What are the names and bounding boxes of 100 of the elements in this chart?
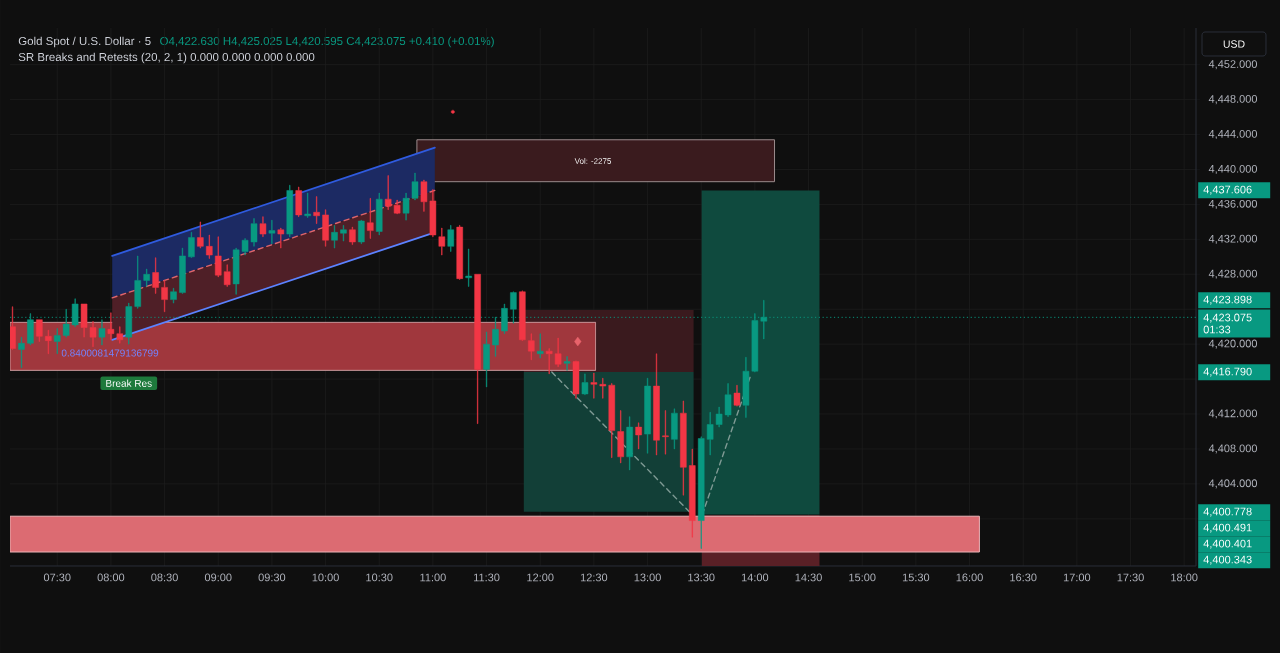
annotation: SR Breaks and Retests (20, 2, 1) 0.000 0.000 0.000 0.000 (18, 52, 315, 64)
candlestick (170, 288, 177, 304)
text: 4,400.491 (1203, 523, 1252, 533)
candlestick (474, 274, 481, 424)
x-tick-label: 17:30 (1117, 573, 1144, 582)
candlestick (635, 422, 642, 450)
y-tick-label: 4,432.000 (1208, 234, 1258, 244)
candlestick (447, 225, 455, 252)
y-tick-label: 4,428.000 (1208, 269, 1258, 279)
text: 4,416.790 (1203, 367, 1252, 377)
candlestick (277, 227, 285, 249)
candlestick (581, 373, 589, 396)
y-tick-label: 4,444.000 (1208, 130, 1258, 140)
candlestick (456, 225, 463, 280)
y-tick-label: 4,436.000 (1208, 199, 1258, 209)
candlestick (331, 225, 338, 249)
x-tick-label: 15:30 (902, 573, 930, 582)
candlestick (563, 356, 571, 371)
y-tick-label: 4,420.000 (1208, 339, 1258, 349)
y-tick-label: 4,440.000 (1208, 164, 1258, 175)
candlestick (304, 192, 311, 218)
candlestick (223, 264, 231, 287)
x-tick-label: 13:30 (688, 573, 715, 582)
candlestick (295, 186, 302, 217)
candlestick (36, 319, 43, 342)
candlestick (680, 400, 687, 496)
x-tick-label: 16:30 (1010, 573, 1037, 582)
candlestick (662, 410, 669, 455)
y-tick-label: 4,452.000 (1208, 60, 1258, 70)
candlestick (375, 192, 383, 236)
candlestick (519, 290, 526, 341)
candlestick (188, 232, 195, 258)
candlestick (617, 410, 624, 464)
candlestick (134, 255, 141, 309)
candlestick (438, 227, 446, 256)
x-tick-label: 11:30 (474, 573, 500, 582)
candlestick (161, 280, 168, 313)
x-tick-label: 07:30 (43, 573, 71, 582)
x-tick-label: 11:00 (420, 573, 446, 582)
x-tick-label: 14:00 (741, 573, 769, 582)
y-tick-label: 4,448.000 (1208, 95, 1258, 105)
text: 4,437.606 (1203, 185, 1252, 195)
candlestick (349, 226, 356, 245)
candlestick (733, 384, 741, 407)
candlestick (528, 333, 535, 361)
candlestick (206, 234, 213, 259)
text: 4,423.898 (1203, 295, 1252, 305)
x-tick-label: 08:30 (151, 573, 178, 582)
candlestick (697, 436, 705, 549)
x-tick-label: 16:00 (956, 573, 983, 582)
candlestick (53, 328, 61, 355)
ref-line-label: 4,423.075 01:33 (1203, 313, 1252, 334)
candlestick (179, 247, 186, 294)
candlestick (18, 336, 25, 368)
x-tick-label: 12:30 (580, 573, 608, 582)
x-tick-label: 17:00 (1063, 573, 1091, 582)
text: 4,400.401 (1203, 539, 1252, 549)
text: 4,400.343 (1203, 555, 1252, 565)
candlestick (358, 219, 365, 244)
x-tick-label: 13:00 (634, 573, 661, 582)
candlestick (626, 416, 633, 471)
x-tick-label: 14:30 (795, 573, 822, 582)
annotation: 0.8400081479136799 (61, 349, 159, 357)
x-tick-label: 18:00 (1171, 573, 1198, 582)
candlestick (10, 306, 16, 350)
text: O4,422.630 H4,425.025 L4,420.595 C4,423.075 +0.410 (+0.01%) (160, 36, 494, 48)
candlestick (671, 408, 678, 450)
candlestick (152, 257, 159, 294)
candlestick (45, 329, 52, 355)
candlestick (483, 331, 490, 388)
annotation: Vol: -2275 (574, 158, 612, 164)
candlestick (313, 196, 320, 224)
candlestick (644, 377, 651, 454)
candlestick (572, 360, 580, 399)
y-tick-label: 4,412.000 (1208, 409, 1258, 419)
candlestick (268, 219, 276, 244)
x-tick-label: 10:00 (312, 573, 339, 582)
annotation: Break Res (106, 379, 152, 387)
text: USD (1223, 40, 1245, 48)
y-tick-label: 4,404.000 (1208, 479, 1258, 489)
x-tick-label: 10:30 (366, 573, 393, 582)
candlestick (608, 383, 616, 458)
text: Gold Spot / U.S. Dollar · 5 (18, 36, 151, 48)
x-tick-label: 09:30 (258, 573, 286, 582)
candlestick (259, 216, 267, 237)
candlestick (653, 353, 660, 456)
candlestick (367, 198, 374, 239)
candlestick (286, 184, 294, 237)
candlestick (536, 333, 544, 359)
candlestick (197, 221, 204, 249)
candlestick (322, 209, 329, 247)
text: 4,400.778 (1203, 507, 1252, 517)
candlestick (465, 248, 472, 287)
y-tick-label: 4,408.000 (1208, 444, 1258, 454)
candlestick (143, 268, 150, 287)
x-tick-label: 09:00 (204, 573, 232, 582)
x-tick-label: 12:00 (527, 573, 554, 582)
candlestick (340, 225, 347, 242)
x-tick-label: 08:00 (97, 573, 125, 582)
candlestick (689, 448, 696, 538)
